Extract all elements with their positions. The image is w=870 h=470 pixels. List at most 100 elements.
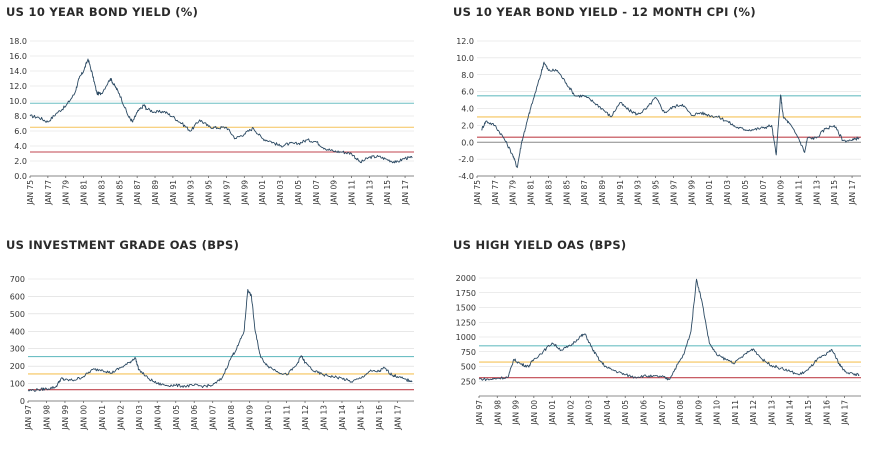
x-tick-label: JAN 05 [172, 405, 181, 431]
x-tick-label: JAN 05 [741, 180, 750, 206]
x-tick-label: JAN 07 [312, 180, 321, 206]
y-tick-label: -2.0 [458, 155, 474, 164]
x-tick-label: JAN 99 [240, 180, 249, 206]
y-tick-label: 0.0 [461, 138, 474, 147]
x-tick-label: JAN 09 [777, 180, 786, 206]
x-tick-label: JAN 83 [544, 180, 553, 206]
y-tick-label: 500 [461, 363, 476, 372]
y-tick-label: 300 [10, 345, 25, 354]
x-tick-label: JAN 81 [527, 180, 536, 206]
y-tick-label: 2000 [456, 274, 476, 283]
y-tick-label: 2.0 [461, 121, 474, 130]
x-tick-label: JAN 11 [731, 400, 740, 426]
x-tick-label: JAN 99 [512, 400, 521, 426]
y-tick-label: 4.0 [461, 105, 474, 114]
x-tick-label: JAN 77 [491, 180, 500, 206]
chart-title: US HIGH YIELD OAS (BPS) [453, 238, 627, 252]
x-tick-label: JAN 87 [133, 180, 142, 206]
chart-title: US INVESTMENT GRADE OAS (BPS) [6, 238, 240, 252]
x-tick-label: JAN 17 [393, 405, 402, 431]
x-tick-label: JAN 08 [676, 400, 685, 426]
x-tick-label: JAN 98 [493, 400, 502, 426]
y-tick-label: 8.0 [14, 112, 27, 121]
x-tick-label: JAN 79 [509, 180, 518, 206]
series-line [29, 58, 413, 164]
x-tick-label: JAN 01 [548, 400, 557, 426]
y-tick-label: 2.0 [14, 157, 27, 166]
x-tick-label: JAN 79 [62, 180, 71, 206]
x-tick-label: JAN 15 [383, 180, 392, 206]
x-tick-label: JAN 01 [705, 180, 714, 206]
x-tick-label: JAN 85 [115, 180, 124, 206]
x-tick-label: JAN 14 [338, 405, 347, 431]
x-tick-label: JAN 93 [634, 180, 643, 206]
x-tick-label: JAN 17 [401, 180, 410, 206]
x-tick-label: JAN 03 [276, 180, 285, 206]
x-tick-label: JAN 85 [562, 180, 571, 206]
y-tick-label: 400 [10, 327, 25, 336]
x-tick-label: JAN 97 [24, 405, 33, 431]
x-tick-label: JAN 75 [473, 180, 482, 206]
chart-title: US 10 YEAR BOND YIELD (%) [6, 5, 199, 19]
x-tick-label: JAN 01 [258, 180, 267, 206]
y-tick-label: 4.0 [14, 142, 27, 151]
x-tick-label: JAN 13 [812, 180, 821, 206]
x-tick-label: JAN 09 [330, 180, 339, 206]
x-tick-label: JAN 09 [694, 400, 703, 426]
y-tick-label: 750 [461, 348, 476, 357]
x-tick-label: JAN 03 [135, 405, 144, 431]
x-tick-label: JAN 09 [246, 405, 255, 431]
x-tick-label: JAN 83 [97, 180, 106, 206]
x-tick-label: JAN 11 [283, 405, 292, 431]
x-tick-label: JAN 12 [301, 405, 310, 431]
y-tick-label: 16.0 [9, 52, 27, 61]
x-tick-label: JAN 16 [375, 405, 384, 431]
x-tick-label: JAN 97 [669, 180, 678, 206]
y-tick-label: 1000 [456, 333, 476, 342]
x-tick-label: JAN 13 [767, 400, 776, 426]
series-line [481, 61, 860, 169]
x-tick-label: JAN 05 [621, 400, 630, 426]
y-tick-label: 18.0 [9, 37, 27, 46]
x-tick-label: JAN 13 [320, 405, 329, 431]
y-tick-label: 500 [10, 310, 25, 319]
x-tick-label: JAN 04 [603, 400, 612, 426]
x-tick-label: JAN 01 [98, 405, 107, 431]
x-tick-label: JAN 15 [804, 400, 813, 426]
x-tick-label: JAN 06 [190, 405, 199, 431]
x-tick-label: JAN 99 [61, 405, 70, 431]
x-tick-label: JAN 87 [580, 180, 589, 206]
x-tick-label: JAN 75 [26, 180, 35, 206]
x-tick-label: JAN 97 [222, 180, 231, 206]
chart-ig-oas: 0 100 200 300 400 500 600 700 JAN 97 JAN 98 JAN 99… [10, 275, 414, 431]
x-tick-label: JAN 00 [79, 405, 88, 431]
y-tick-label: 0.0 [14, 172, 27, 181]
y-tick-label: 10.0 [456, 54, 474, 63]
x-tick-label: JAN 03 [585, 400, 594, 426]
y-tick-label: 12.0 [456, 37, 474, 46]
x-tick-label: JAN 02 [116, 405, 125, 431]
x-tick-label: JAN 02 [566, 400, 575, 426]
x-tick-label: JAN 00 [530, 400, 539, 426]
series-line [478, 278, 860, 382]
x-tick-label: JAN 97 [475, 400, 484, 426]
chart-ust10y: 0.0 2.0 4.0 6.0 8.0 10.0 12.0 14.0 16.0 18.0 JAN 7… [9, 37, 414, 206]
y-tick-label: 6.0 [461, 88, 474, 97]
x-tick-label: JAN 08 [227, 405, 236, 431]
y-tick-label: 700 [10, 275, 25, 284]
x-tick-label: JAN 07 [658, 400, 667, 426]
x-tick-label: JAN 10 [264, 405, 273, 431]
x-tick-label: JAN 93 [187, 180, 196, 206]
y-tick-label: 12.0 [9, 82, 27, 91]
x-tick-label: JAN 10 [713, 400, 722, 426]
x-tick-label: JAN 11 [794, 180, 803, 206]
x-tick-label: JAN 04 [153, 405, 162, 431]
series-line [27, 289, 413, 392]
chart-hy-oas: 250 500 750 1000 1250 1500 1750 2000 JAN 97 JAN 9… [456, 274, 861, 426]
y-tick-label: 10.0 [9, 97, 27, 106]
x-tick-label: JAN 03 [723, 180, 732, 206]
x-tick-label: JAN 77 [44, 180, 53, 206]
x-tick-label: JAN 89 [598, 180, 607, 206]
x-tick-label: JAN 95 [205, 180, 214, 206]
y-tick-label: 6.0 [14, 127, 27, 136]
